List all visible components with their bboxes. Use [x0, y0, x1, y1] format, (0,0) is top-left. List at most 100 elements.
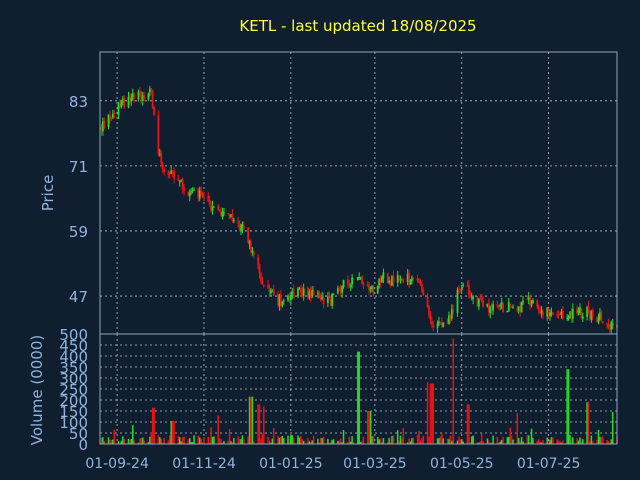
volume-bar	[371, 436, 373, 444]
volume-bar	[489, 442, 491, 444]
volume-bar	[200, 438, 202, 444]
volume-bar	[359, 442, 362, 444]
price-plot-frame	[99, 51, 618, 335]
price-candles	[100, 85, 618, 335]
price-candle-body	[391, 275, 393, 286]
volume-bar	[287, 435, 289, 444]
price-candle-body	[496, 304, 499, 307]
volume-bar	[301, 439, 303, 444]
volume-bar	[369, 411, 372, 444]
volume-bar	[171, 420, 174, 444]
price-candle-body	[101, 121, 104, 132]
price-candle-body	[606, 323, 608, 325]
price-candle-body	[448, 315, 450, 325]
volume-bar	[177, 435, 180, 444]
price-candle-body	[297, 288, 299, 297]
price-candle-body	[428, 306, 430, 316]
price-candle-body	[302, 288, 305, 296]
price-candle-body	[356, 277, 359, 281]
volume-bar	[109, 439, 111, 444]
volume-bar	[153, 407, 155, 444]
price-candle-body	[590, 311, 593, 320]
volume-bar	[606, 439, 608, 444]
volume-bar	[322, 436, 325, 444]
volume-bar	[587, 402, 590, 444]
price-candle-body	[107, 114, 110, 127]
volume-bar	[429, 383, 432, 444]
price-candle-body	[430, 321, 433, 325]
volume-bar	[351, 436, 353, 444]
volume-bar	[456, 440, 459, 444]
volume-bar	[119, 442, 121, 444]
price-candle-body	[117, 103, 120, 116]
volume-bar	[248, 396, 251, 444]
volume-bar	[207, 436, 209, 444]
volume-bar	[208, 442, 211, 444]
price-candle-body	[161, 162, 164, 169]
price-candle-body	[516, 308, 519, 311]
volume-bar	[600, 437, 603, 444]
volume-bar	[241, 435, 244, 444]
price-candle-body	[133, 94, 136, 99]
price-tick-label: 59	[69, 223, 88, 241]
volume-bar	[486, 438, 489, 444]
price-candle-body	[399, 278, 402, 280]
volume-bar	[391, 436, 393, 444]
price-candle-body	[318, 291, 321, 299]
price-candle-body	[258, 264, 261, 274]
price-candle-body	[123, 97, 126, 107]
volume-bar	[113, 429, 115, 444]
volume-bar	[149, 436, 151, 444]
price-candle-body	[517, 307, 520, 312]
price-candle-body	[307, 287, 309, 297]
price-candle-body	[369, 287, 372, 290]
price-candle-body	[332, 293, 335, 295]
chart-title: KETL - last updated 18/08/2025	[239, 17, 476, 35]
volume-bar	[586, 402, 588, 444]
volume-bar	[329, 442, 332, 444]
volume-bar	[300, 435, 302, 444]
price-candle-body	[352, 279, 355, 281]
volume-bar	[476, 442, 479, 444]
price-candle-body	[193, 189, 195, 191]
volume-bar	[213, 436, 215, 444]
price-candle-body	[248, 241, 251, 245]
volume-bar	[522, 441, 524, 444]
volume-bar	[361, 440, 363, 444]
price-candle-body	[610, 322, 613, 330]
price-candle-body	[362, 284, 365, 286]
price-candle-body	[321, 296, 324, 300]
volume-bar	[567, 369, 570, 444]
price-candle-body	[520, 302, 523, 313]
volume-bar	[466, 404, 469, 444]
x-tick-label: 01-07-25	[517, 456, 581, 472]
price-candle-body	[452, 309, 455, 312]
volume-bar	[439, 436, 442, 444]
volume-bar	[428, 436, 430, 444]
volume-bar	[352, 442, 355, 444]
price-candle-body	[570, 311, 573, 320]
price-candle-body	[581, 316, 584, 319]
volume-bar	[357, 351, 359, 444]
volume-bar	[127, 438, 130, 444]
price-candle-body	[402, 279, 405, 281]
price-candle-body	[459, 291, 462, 293]
price-candle-body	[492, 304, 494, 311]
price-candle-body	[477, 298, 480, 307]
volume-bar	[512, 439, 514, 444]
price-candle-body	[479, 297, 482, 300]
price-candle-body	[527, 297, 530, 301]
price-candle-body	[432, 325, 435, 328]
price-candle-body	[289, 295, 292, 301]
price-candle-body	[368, 285, 371, 291]
price-candle-body	[326, 296, 329, 304]
price-candle-body	[203, 196, 205, 198]
volume-bar	[190, 442, 192, 444]
price-candle-body	[251, 250, 254, 253]
price-candle-body	[401, 279, 403, 281]
x-tick-label: 01-01-25	[259, 456, 323, 472]
price-candle-body	[278, 295, 281, 306]
price-candle-body	[231, 214, 234, 222]
price-candle-body	[537, 305, 540, 311]
volume-bar	[137, 442, 140, 444]
